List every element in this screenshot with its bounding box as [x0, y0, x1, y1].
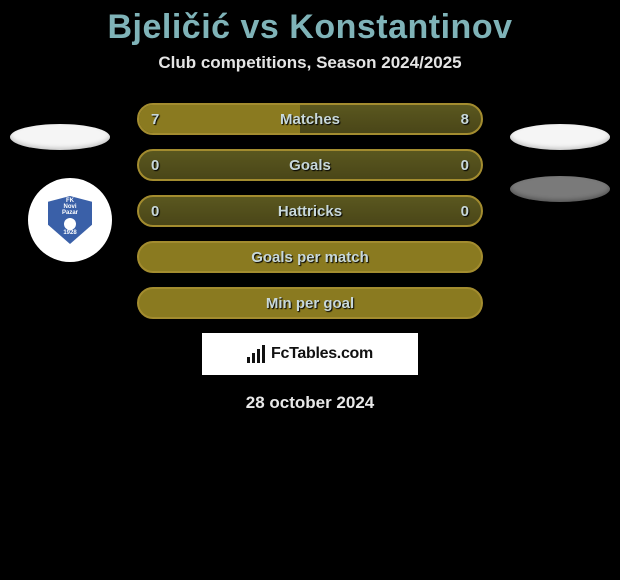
shield-icon: FK Novi Pazar 1928 [48, 196, 92, 244]
stat-row-matches: 7 Matches 8 [137, 103, 483, 135]
player-pill-right-1 [510, 124, 610, 150]
stat-row-mpg: Min per goal [137, 287, 483, 319]
site-name: FcTables.com [271, 345, 373, 363]
stat-label: Matches [280, 111, 340, 128]
player-pill-left [10, 124, 110, 150]
stat-right-value: 0 [461, 157, 469, 174]
stat-fill [139, 105, 300, 133]
page-title: Bjeličić vs Konstantinov [0, 0, 620, 47]
page-subtitle: Club competitions, Season 2024/2025 [0, 53, 620, 73]
ball-icon [64, 218, 76, 230]
infographic-container: Bjeličić vs Konstantinov Club competitio… [0, 0, 620, 580]
stat-row-gpm: Goals per match [137, 241, 483, 273]
stat-row-goals: 0 Goals 0 [137, 149, 483, 181]
stat-label: Min per goal [266, 295, 354, 312]
crest-year: 1928 [63, 230, 76, 236]
bars-icon [247, 345, 265, 363]
stat-left-value: 0 [151, 203, 159, 220]
stat-right-value: 8 [461, 111, 469, 128]
stat-label: Hattricks [278, 203, 342, 220]
stat-row-hattricks: 0 Hattricks 0 [137, 195, 483, 227]
club-crest: FK Novi Pazar 1928 [28, 178, 112, 262]
stat-right-value: 0 [461, 203, 469, 220]
player-pill-right-2 [510, 176, 610, 202]
crest-text-pazar: Pazar [62, 210, 78, 216]
stat-left-value: 7 [151, 111, 159, 128]
stat-label: Goals [289, 157, 331, 174]
stat-label: Goals per match [251, 249, 369, 266]
footer-date: 28 october 2024 [0, 393, 620, 413]
site-badge: FcTables.com [202, 333, 418, 375]
stat-left-value: 0 [151, 157, 159, 174]
